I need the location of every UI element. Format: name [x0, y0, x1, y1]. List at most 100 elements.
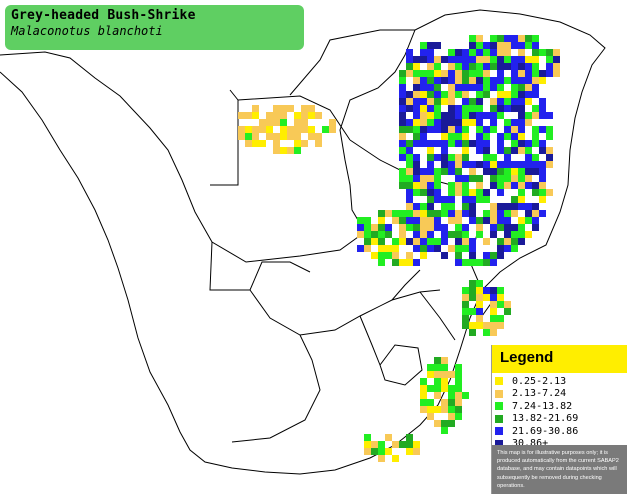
occurrence-cell [455, 217, 462, 224]
occurrence-cell [476, 189, 483, 196]
occurrence-cell [518, 161, 525, 168]
occurrence-cell [448, 392, 455, 399]
occurrence-cell [441, 210, 448, 217]
occurrence-cell [469, 280, 476, 287]
occurrence-cell [546, 112, 553, 119]
occurrence-cell [504, 119, 511, 126]
occurrence-cell [469, 49, 476, 56]
occurrence-cell [434, 84, 441, 91]
occurrence-cell [259, 126, 266, 133]
legend-item: 21.69-30.86 [495, 425, 627, 438]
occurrence-cell [434, 357, 441, 364]
occurrence-cell [462, 238, 469, 245]
occurrence-cell [518, 133, 525, 140]
occurrence-cell [406, 154, 413, 161]
occurrence-cell [469, 203, 476, 210]
occurrence-cell [427, 105, 434, 112]
occurrence-cell [469, 56, 476, 63]
occurrence-cell [406, 56, 413, 63]
occurrence-cell [532, 126, 539, 133]
occurrence-cell [455, 406, 462, 413]
occurrence-cell [462, 63, 469, 70]
occurrence-cell [434, 154, 441, 161]
occurrence-cell [364, 231, 371, 238]
occurrence-cell [413, 224, 420, 231]
occurrence-cell [511, 168, 518, 175]
occurrence-cell [518, 105, 525, 112]
occurrence-cell [441, 161, 448, 168]
occurrence-cell [266, 133, 273, 140]
occurrence-cell [469, 140, 476, 147]
occurrence-cell [490, 322, 497, 329]
occurrence-cell [413, 168, 420, 175]
occurrence-cell [301, 105, 308, 112]
occurrence-cell [525, 231, 532, 238]
occurrence-cell [399, 84, 406, 91]
species-scientific-name: Malaconotus blanchoti [11, 24, 163, 38]
occurrence-cell [497, 238, 504, 245]
occurrence-cell [504, 301, 511, 308]
occurrence-cell [427, 406, 434, 413]
occurrence-cell [448, 399, 455, 406]
occurrence-cell [504, 308, 511, 315]
occurrence-cell [532, 70, 539, 77]
occurrence-cell [434, 224, 441, 231]
occurrence-cell [294, 133, 301, 140]
occurrence-cell [504, 126, 511, 133]
occurrence-cell [273, 133, 280, 140]
occurrence-cell [371, 238, 378, 245]
occurrence-cell [483, 168, 490, 175]
occurrence-cell [378, 238, 385, 245]
occurrence-cell [287, 133, 294, 140]
occurrence-cell [532, 168, 539, 175]
occurrence-cell [539, 161, 546, 168]
occurrence-cell [441, 133, 448, 140]
occurrence-cell [413, 91, 420, 98]
occurrence-cell [511, 175, 518, 182]
occurrence-cell [462, 112, 469, 119]
occurrence-cell [490, 259, 497, 266]
occurrence-cell [511, 56, 518, 63]
occurrence-cell [462, 105, 469, 112]
occurrence-cell [497, 301, 504, 308]
occurrence-cell [476, 63, 483, 70]
occurrence-cell [455, 63, 462, 70]
occurrence-cell [294, 119, 301, 126]
occurrence-cell [364, 448, 371, 455]
occurrence-cell [469, 238, 476, 245]
occurrence-cell [420, 98, 427, 105]
occurrence-cell [497, 84, 504, 91]
occurrence-cell [434, 245, 441, 252]
occurrence-cell [413, 112, 420, 119]
occurrence-cell [497, 70, 504, 77]
occurrence-cell [497, 161, 504, 168]
occurrence-cell [476, 224, 483, 231]
occurrence-cell [490, 168, 497, 175]
occurrence-cell [448, 371, 455, 378]
occurrence-cell [455, 126, 462, 133]
occurrence-cell [245, 140, 252, 147]
occurrence-cell [434, 406, 441, 413]
occurrence-cell [476, 56, 483, 63]
occurrence-cell [525, 119, 532, 126]
occurrence-cell [497, 203, 504, 210]
occurrence-cell [441, 406, 448, 413]
occurrence-cell [434, 126, 441, 133]
occurrence-cell [455, 56, 462, 63]
occurrence-cell [455, 392, 462, 399]
occurrence-cell [476, 140, 483, 147]
occurrence-cell [413, 56, 420, 63]
occurrence-cell [441, 91, 448, 98]
occurrence-cell [378, 210, 385, 217]
occurrence-cell [420, 385, 427, 392]
occurrence-cell [434, 378, 441, 385]
occurrence-cell [469, 161, 476, 168]
occurrence-cell [483, 63, 490, 70]
occurrence-cell [532, 161, 539, 168]
occurrence-cell [539, 70, 546, 77]
occurrence-cell [511, 210, 518, 217]
occurrence-cell [427, 77, 434, 84]
occurrence-cell [427, 140, 434, 147]
occurrence-cell [504, 154, 511, 161]
occurrence-cell [406, 224, 413, 231]
